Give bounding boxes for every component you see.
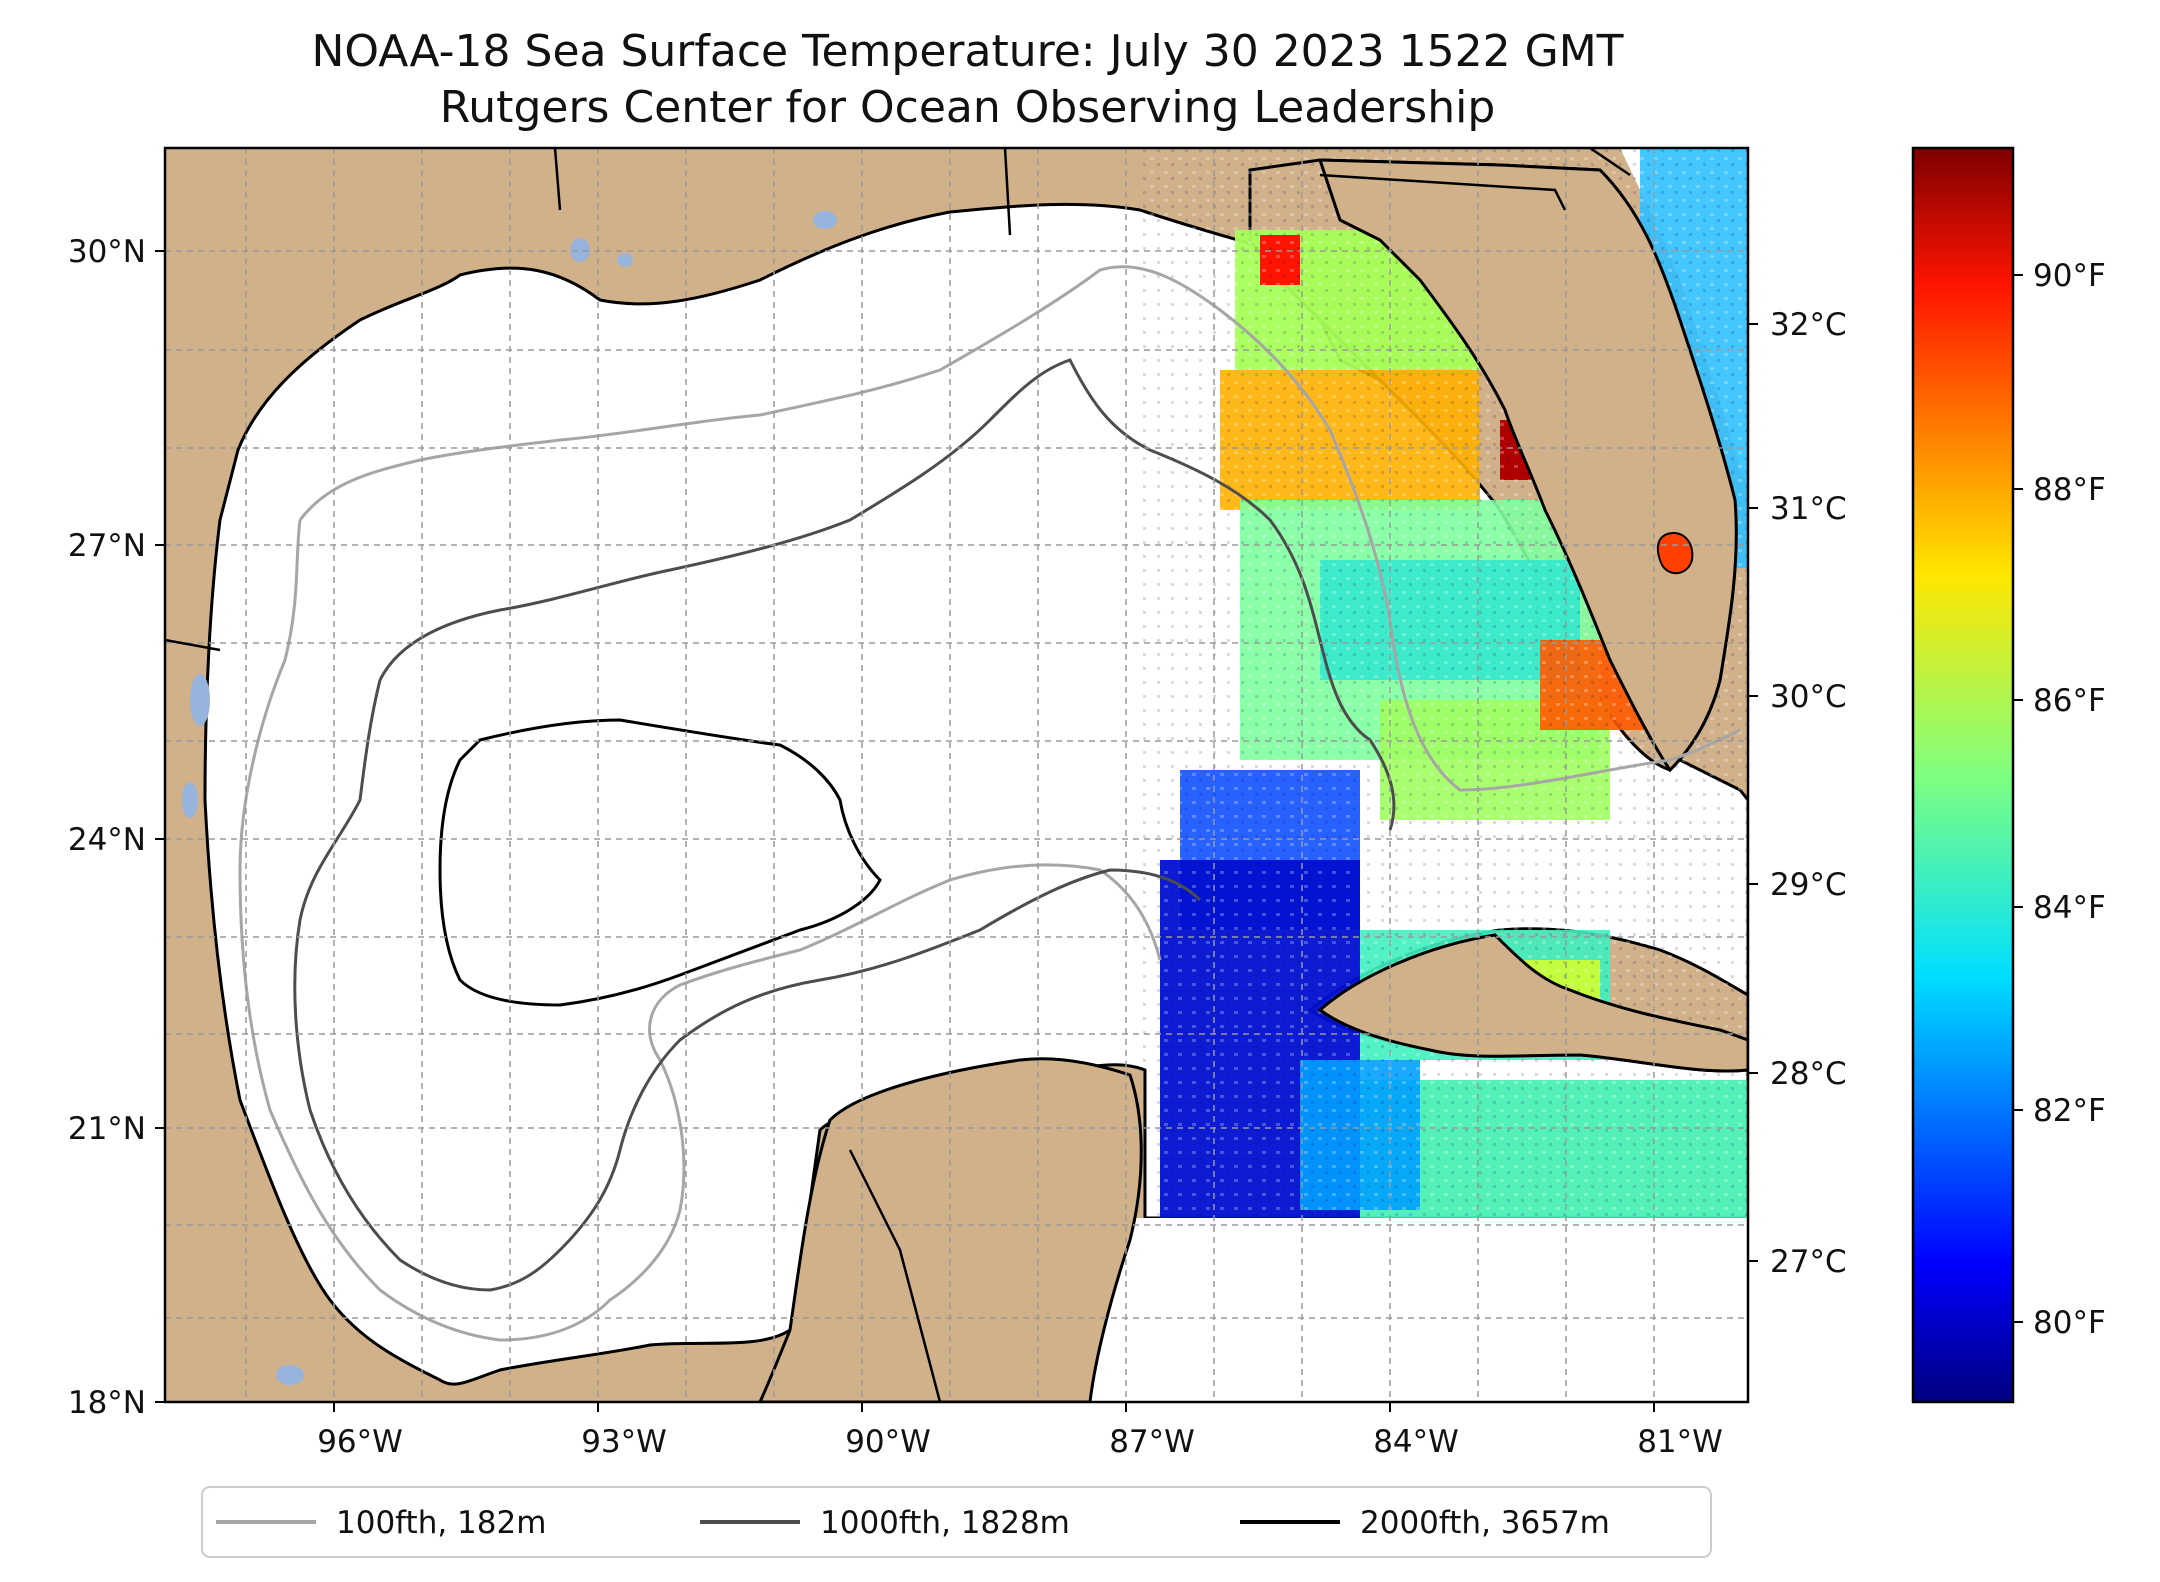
legend-label-1000fth: 1000fth, 1828m bbox=[820, 1505, 1070, 1541]
legend: 100fth, 182m 1000fth, 1828m 2000fth, 365… bbox=[201, 1486, 1712, 1558]
legend-label-100fth: 100fth, 182m bbox=[336, 1505, 546, 1541]
celsius-label-32: 32°C bbox=[1770, 307, 1847, 343]
lon-label-96: 96°W bbox=[317, 1424, 403, 1460]
lon-label-81: 81°W bbox=[1637, 1424, 1723, 1460]
celsius-label-28: 28°C bbox=[1770, 1056, 1847, 1092]
florida-overlay bbox=[1317, 158, 1738, 773]
lat-label-30: 30°N bbox=[68, 234, 146, 270]
lon-label-84: 84°W bbox=[1373, 1424, 1459, 1460]
contour-1000fth-west bbox=[293, 679, 1202, 1292]
graticule bbox=[165, 148, 1748, 1402]
celsius-label-31: 31°C bbox=[1770, 491, 1847, 527]
map-area bbox=[165, 148, 1748, 1402]
fahrenheit-label-82: 82°F bbox=[2033, 1093, 2106, 1129]
celsius-label-29: 29°C bbox=[1770, 867, 1847, 903]
legend-box bbox=[201, 1486, 1712, 1558]
fahrenheit-label-90: 90°F bbox=[2033, 258, 2106, 294]
inland-water bbox=[182, 211, 837, 1385]
colorbar-gradient bbox=[1911, 146, 2015, 1404]
lake-okeechobee bbox=[1656, 532, 1694, 575]
contour-100fth bbox=[298, 265, 1741, 792]
lat-axis: 30°N 27°N 24°N 21°N 18°N bbox=[68, 234, 165, 1421]
lat-label-24: 24°N bbox=[68, 822, 146, 858]
fahrenheit-label-88: 88°F bbox=[2033, 472, 2106, 508]
map-subtitle: Rutgers Center for Ocean Observing Leade… bbox=[439, 82, 1496, 133]
fahrenheit-label-80: 80°F bbox=[2033, 1305, 2106, 1341]
caribbean-sea bbox=[1090, 1218, 1748, 1402]
lon-axis: 96°W 93°W 90°W 87°W 84°W 81°W bbox=[317, 1402, 1723, 1460]
celsius-label-30: 30°C bbox=[1770, 679, 1847, 715]
cuba-overlay bbox=[1317, 933, 1748, 1073]
colorbar: 90°F 88°F 86°F 84°F 82°F 80°F bbox=[1911, 146, 2106, 1404]
celsius-label-27: 27°C bbox=[1770, 1244, 1847, 1280]
contour-2000fth bbox=[438, 718, 882, 1007]
lat-label-21: 21°N bbox=[68, 1111, 146, 1147]
lon-label-90: 90°W bbox=[845, 1424, 931, 1460]
legend-label-2000fth: 2000fth, 3657m bbox=[1360, 1505, 1610, 1541]
map-title: NOAA-18 Sea Surface Temperature: July 30… bbox=[311, 26, 1624, 77]
contour-100fth-west bbox=[238, 519, 1162, 1342]
lat-label-18: 18°N bbox=[68, 1385, 146, 1421]
celsius-axis: 32°C 31°C 30°C 29°C 28°C 27°C bbox=[1748, 307, 1847, 1280]
fahrenheit-label-86: 86°F bbox=[2033, 683, 2106, 719]
lon-label-93: 93°W bbox=[581, 1424, 667, 1460]
political-borders bbox=[165, 148, 1631, 1402]
lon-label-87: 87°W bbox=[1109, 1424, 1195, 1460]
contour-1000fth bbox=[378, 358, 1396, 831]
fahrenheit-label-84: 84°F bbox=[2033, 890, 2106, 926]
lat-label-27: 27°N bbox=[68, 528, 146, 564]
map-frame bbox=[163, 146, 1750, 1404]
